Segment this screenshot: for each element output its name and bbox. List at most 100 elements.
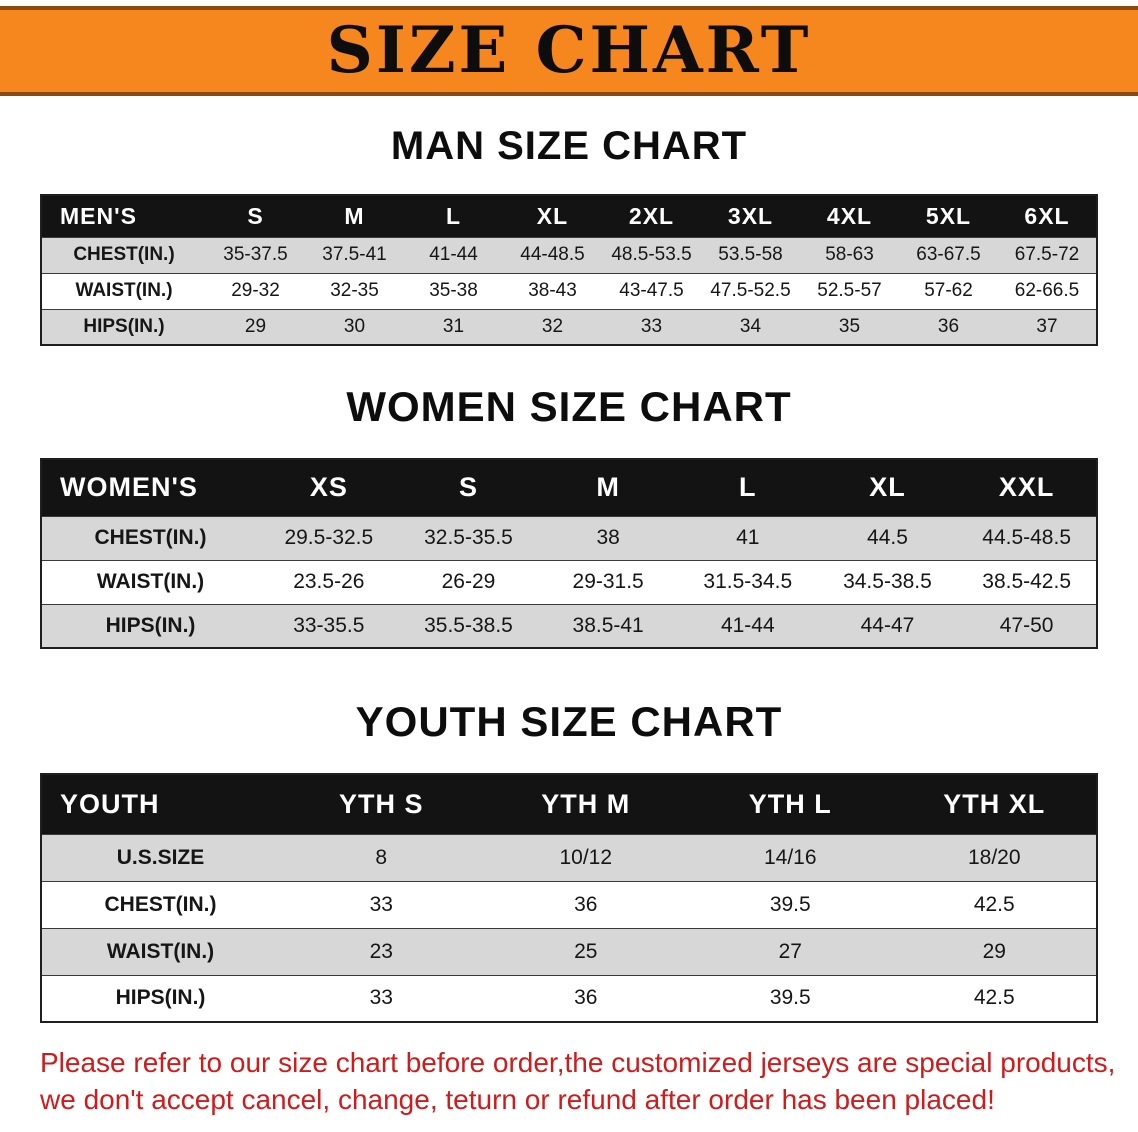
size-value: 29-31.5 — [538, 559, 678, 604]
size-value: 33 — [602, 308, 701, 345]
youth-section-heading: YOUTH SIZE CHART — [355, 698, 783, 745]
table-row: WAIST(IN.) 23 25 27 29 — [41, 927, 1097, 975]
size-value: 41-44 — [404, 236, 503, 273]
disclaimer-line-2: we don't accept cancel, change, teturn o… — [40, 1083, 995, 1115]
size-value: 32.5-35.5 — [398, 515, 539, 560]
disclaimer-line-1: Please refer to our size chart before or… — [40, 1047, 1116, 1078]
header-row: WOMEN'S XS S M L XL XXL — [41, 459, 1097, 516]
size-column-header: XL — [817, 459, 958, 516]
size-value: 36 — [899, 308, 998, 345]
size-value: 44-47 — [817, 603, 958, 648]
size-value: 37 — [998, 308, 1097, 345]
row-label: HIPS(IN.) — [41, 603, 259, 648]
men-section-heading: MAN SIZE CHART — [390, 124, 748, 168]
women-section: WOMEN SIZE CHART WOMEN'S XS S M L XL XXL CHEST(… — [0, 386, 1138, 649]
size-value: 41-44 — [677, 603, 818, 648]
size-value: 29-32 — [206, 272, 305, 309]
size-column-header: 4XL — [800, 195, 899, 237]
size-value: 39.5 — [688, 880, 893, 928]
size-chart-page: SIZE CHART MAN SIZE CHART MEN'S S M L XL 2XL 3… — [0, 6, 1138, 1119]
size-column-header: YTH M — [483, 774, 688, 834]
size-value: 62-66.5 — [998, 272, 1097, 309]
size-value: 25 — [483, 927, 688, 975]
size-value: 38.5-42.5 — [957, 559, 1097, 604]
size-value: 35-38 — [404, 272, 503, 309]
size-value: 26-29 — [398, 559, 539, 604]
size-column-header: XXL — [957, 459, 1097, 516]
size-value: 29 — [206, 308, 305, 345]
size-value: 41 — [677, 515, 818, 560]
size-value: 57-62 — [899, 272, 998, 309]
men-size-table: MEN'S S M L XL 2XL 3XL 4XL 5XL 6XL CHEST(IN.) 35-37… — [40, 194, 1098, 346]
size-column-header: 5XL — [899, 195, 998, 237]
size-value: 36 — [483, 974, 688, 1022]
size-value: 35.5-38.5 — [398, 603, 539, 648]
row-label: CHEST(IN.) — [41, 515, 259, 560]
table-corner-label: WOMEN'S — [41, 459, 259, 516]
row-label: CHEST(IN.) — [41, 880, 279, 928]
size-value: 53.5-58 — [701, 236, 800, 273]
table-corner-label: YOUTH — [41, 774, 279, 834]
size-value: 36 — [483, 880, 688, 928]
table-row: CHEST(IN.) 33 36 39.5 42.5 — [41, 880, 1097, 928]
size-value: 32-35 — [305, 272, 404, 309]
size-value: 30 — [305, 308, 404, 345]
size-value: 14/16 — [688, 833, 893, 881]
size-column-header: 6XL — [998, 195, 1097, 237]
size-value: 29.5-32.5 — [259, 515, 399, 560]
size-column-header: XS — [259, 459, 399, 516]
size-value: 39.5 — [688, 974, 893, 1022]
size-value: 33 — [279, 880, 484, 928]
table-row: HIPS(IN.) 33 36 39.5 42.5 — [41, 974, 1097, 1022]
size-value: 38.5-41 — [538, 603, 678, 648]
size-value: 44-48.5 — [503, 236, 602, 273]
size-value: 48.5-53.5 — [602, 236, 701, 273]
size-value: 44.5 — [817, 515, 958, 560]
women-size-table: WOMEN'S XS S M L XL XXL CHEST(IN.) 29.5-32.5 32.5… — [40, 458, 1098, 649]
size-value: 34.5-38.5 — [817, 559, 958, 604]
table-row: CHEST(IN.) 35-37.5 37.5-41 41-44 44-48.5 48.5… — [41, 236, 1097, 273]
disclaimer: Please refer to our size chart before or… — [0, 1045, 1138, 1119]
table-row: HIPS(IN.) 29 30 31 32 33 34 35 36 37 — [41, 308, 1097, 345]
table-row: WAIST(IN.) 23.5-26 26-29 29-31.5 31.5-34.5 34… — [41, 559, 1097, 604]
row-label: CHEST(IN.) — [41, 236, 206, 273]
row-label: WAIST(IN.) — [41, 272, 206, 309]
table-corner-label: MEN'S — [41, 195, 206, 237]
size-value: 63-67.5 — [899, 236, 998, 273]
size-value: 27 — [688, 927, 893, 975]
row-label: HIPS(IN.) — [41, 974, 279, 1022]
size-column-header: YTH L — [688, 774, 893, 834]
size-column-header: S — [206, 195, 305, 237]
size-value: 31 — [404, 308, 503, 345]
size-column-header: 3XL — [701, 195, 800, 237]
row-label: WAIST(IN.) — [41, 927, 279, 975]
size-value: 47-50 — [957, 603, 1097, 648]
size-value: 33 — [279, 974, 484, 1022]
size-value: 38 — [538, 515, 678, 560]
table-row: U.S.SIZE 8 10/12 14/16 18/20 — [41, 833, 1097, 881]
size-value: 23 — [279, 927, 484, 975]
size-value: 42.5 — [892, 974, 1097, 1022]
size-value: 43-47.5 — [602, 272, 701, 309]
size-value: 34 — [701, 308, 800, 345]
row-label: HIPS(IN.) — [41, 308, 206, 345]
size-value: 33-35.5 — [259, 603, 399, 648]
size-value: 18/20 — [892, 833, 1097, 881]
size-value: 10/12 — [483, 833, 688, 881]
size-column-header: M — [538, 459, 678, 516]
size-value: 47.5-52.5 — [701, 272, 800, 309]
size-value: 58-63 — [800, 236, 899, 273]
size-column-header: XL — [503, 195, 602, 237]
size-value: 44.5-48.5 — [957, 515, 1097, 560]
size-value: 38-43 — [503, 272, 602, 309]
row-label: WAIST(IN.) — [41, 559, 259, 604]
size-column-header: L — [404, 195, 503, 237]
size-value: 8 — [279, 833, 484, 881]
table-row: CHEST(IN.) 29.5-32.5 32.5-35.5 38 41 44.5 44.5… — [41, 515, 1097, 560]
youth-size-table: YOUTH YTH S YTH M YTH L YTH XL U.S.SIZE 8 10/12… — [40, 773, 1098, 1023]
size-value: 37.5-41 — [305, 236, 404, 273]
banner: SIZE CHART — [0, 6, 1138, 96]
size-column-header: YTH XL — [892, 774, 1097, 834]
size-column-header: L — [677, 459, 818, 516]
size-column-header: 2XL — [602, 195, 701, 237]
